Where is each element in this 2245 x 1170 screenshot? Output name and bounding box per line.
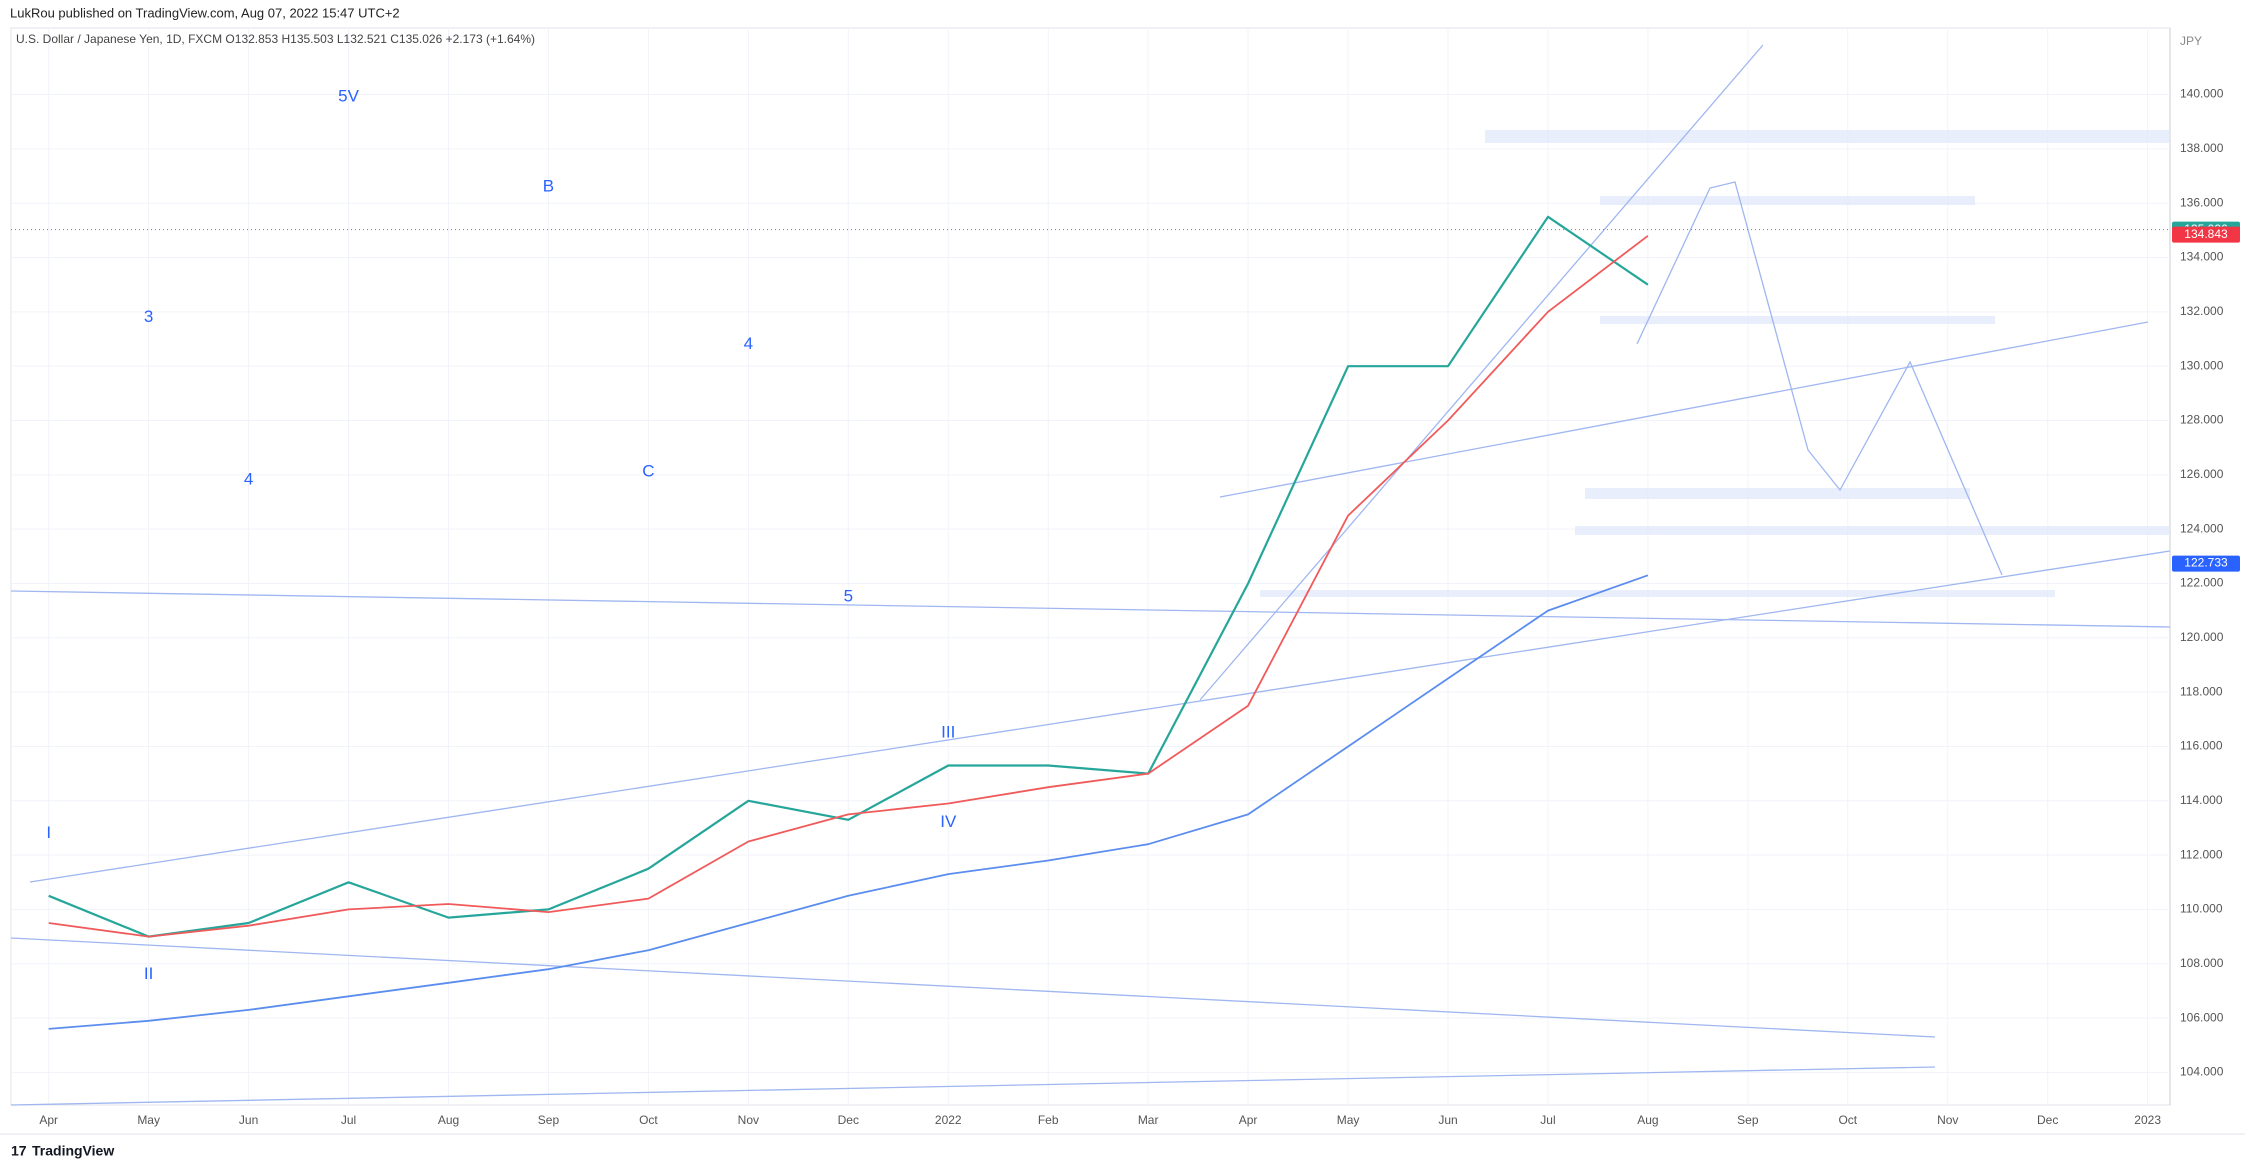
y-tick-label: 124.000 (2180, 521, 2224, 535)
price-tag (2172, 555, 2240, 572)
trend-line (1199, 44, 1764, 701)
x-tick-label: Jul (341, 1113, 356, 1127)
y-tick-label: 122.000 (2180, 576, 2224, 590)
series-line (48, 574, 1649, 1030)
trend-line (29, 550, 2171, 883)
brand: TradingView (32, 1143, 114, 1159)
x-tick-label: Feb (1038, 1113, 1059, 1127)
plot-frame (10, 27, 2171, 1106)
y-tick-label: 106.000 (2180, 1010, 2224, 1024)
wave-label: 3 (144, 307, 153, 326)
x-tick-label: Sep (538, 1113, 560, 1127)
wave-label: 5 (844, 587, 853, 606)
axis-unit: JPY (2180, 34, 2202, 48)
wave-label: II (144, 964, 153, 983)
series-line (48, 235, 1649, 938)
trend-line (1219, 321, 2149, 498)
x-tick-label: Jun (1438, 1113, 1457, 1127)
x-tick-label: 2022 (935, 1113, 962, 1127)
x-tick-label: Nov (738, 1113, 759, 1127)
x-tick-label: 2023 (2134, 1113, 2161, 1127)
zone (1600, 316, 1995, 324)
price-tag-label: 122.733 (2184, 556, 2228, 570)
x-tick-label: Oct (639, 1113, 658, 1127)
symbol-info: U.S. Dollar / Japanese Yen, 1D, FXCM O13… (16, 32, 535, 46)
x-tick-label: Apr (1239, 1113, 1258, 1127)
y-tick-label: 112.000 (2180, 847, 2223, 861)
y-tick-label: 108.000 (2180, 956, 2224, 970)
y-tick-label: 128.000 (2180, 413, 2224, 427)
zone (1485, 130, 2170, 143)
wave-label: I (46, 823, 51, 842)
trend-line (10, 937, 1936, 1038)
price-tag-label: 134.843 (2184, 227, 2228, 241)
series-line (48, 215, 1649, 938)
zone (1600, 196, 1975, 205)
wave-label: C (642, 462, 654, 481)
y-tick-label: 132.000 (2180, 304, 2224, 318)
x-tick-label: Dec (838, 1113, 859, 1127)
zone (1260, 590, 2055, 597)
y-tick-label: 116.000 (2180, 739, 2223, 753)
y-tick-label: 136.000 (2180, 195, 2224, 209)
trend-line (10, 590, 2171, 628)
x-tick-label: Apr (39, 1113, 58, 1127)
projection-path (1636, 181, 2003, 576)
wave-label: III (941, 722, 955, 741)
top-bar (0, 0, 2245, 26)
x-tick-label: Mar (1138, 1113, 1159, 1127)
grid (11, 28, 2170, 1105)
wave-label: 5V (338, 87, 359, 106)
x-tick-label: Oct (1838, 1113, 1857, 1127)
brand-logo: 17 (11, 1143, 27, 1159)
drawings (10, 44, 2171, 1106)
trend-line (10, 1066, 1936, 1106)
y-tick-label: 120.000 (2180, 630, 2224, 644)
x-tick-label: Aug (438, 1113, 459, 1127)
wave-label: IV (940, 812, 957, 831)
wave-label: 4 (744, 334, 753, 353)
y-tick-label: 104.000 (2180, 1065, 2224, 1079)
x-tick-label: Jul (1540, 1113, 1555, 1127)
x-tick-label: Aug (1637, 1113, 1658, 1127)
y-tick-label: 130.000 (2180, 358, 2224, 372)
y-tick-label: 118.000 (2180, 684, 2223, 698)
y-tick-label: 114.000 (2180, 793, 2223, 807)
y-tick-label: 140.000 (2180, 87, 2224, 101)
zone (1575, 526, 2170, 535)
x-tick-label: Dec (2037, 1113, 2058, 1127)
y-tick-label: 138.000 (2180, 141, 2224, 155)
wave-label: 4 (244, 470, 253, 489)
x-tick-label: Sep (1737, 1113, 1759, 1127)
y-tick-label: 134.000 (2180, 250, 2224, 264)
publish-info: LukRou published on TradingView.com, Aug… (10, 5, 400, 20)
y-tick-label: 126.000 (2180, 467, 2224, 481)
x-tick-label: Nov (1937, 1113, 1958, 1127)
x-tick-label: Jun (239, 1113, 258, 1127)
wave-label: B (543, 176, 554, 195)
x-tick-label: May (1337, 1113, 1360, 1127)
zone (1585, 488, 1970, 499)
x-tick-label: May (137, 1113, 160, 1127)
y-tick-label: 110.000 (2180, 902, 2223, 916)
price-tag (2172, 226, 2240, 243)
